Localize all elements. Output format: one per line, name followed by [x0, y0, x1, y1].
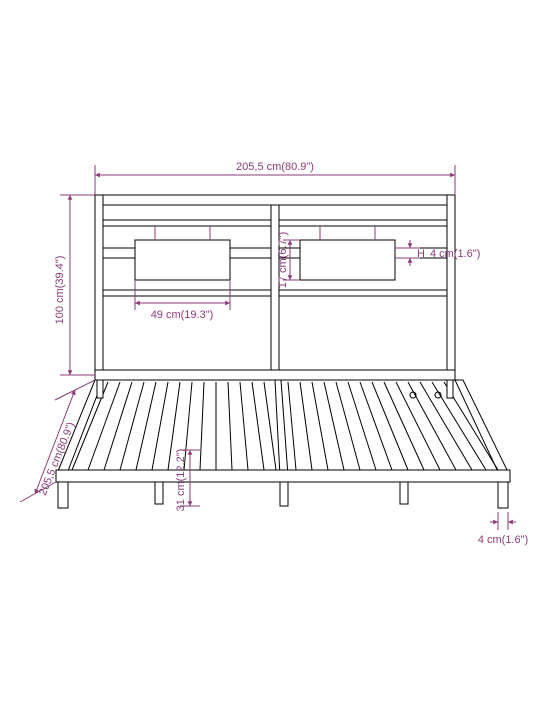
dim-top-width: 205,5 cm(80.9") — [95, 161, 455, 195]
dim-left-height-label: 100 cm(39.4") — [54, 256, 66, 325]
dim-panel-width: 49 cm(19.3") — [135, 280, 230, 321]
headboard-panel-right — [300, 240, 395, 280]
dim-rail-h-letter: H — [417, 248, 425, 260]
dim-leg-width: 4 cm(1.6") — [478, 512, 528, 546]
dim-panel-height: 17 cm(6.7") — [277, 232, 300, 288]
dim-panel-width-label: 49 cm(19.3") — [151, 309, 214, 321]
dim-leg-height-label: 31 cm(12,2") — [175, 449, 187, 512]
leg-front-left — [58, 482, 68, 508]
leg-mid-1 — [155, 482, 163, 504]
headboard — [95, 195, 455, 375]
dim-leg-width-label: 4 cm(1.6") — [478, 534, 528, 546]
leg-front-right — [498, 482, 508, 508]
dim-panel-top-ticks — [155, 226, 375, 240]
leg-mid-2 — [400, 482, 408, 504]
headboard-panel-left — [135, 240, 230, 280]
leg-center — [280, 482, 288, 506]
dim-panel-height-label: 17 cm(6.7") — [277, 232, 289, 288]
bed-platform — [56, 370, 510, 508]
dim-top-width-label: 205,5 cm(80.9") — [236, 161, 314, 173]
dim-left-height: 100 cm(39.4") — [54, 195, 95, 375]
dim-rail-height: H 4 cm(1.6") — [395, 240, 480, 266]
dim-rail-height-label: 4 cm(1.6") — [430, 248, 480, 260]
